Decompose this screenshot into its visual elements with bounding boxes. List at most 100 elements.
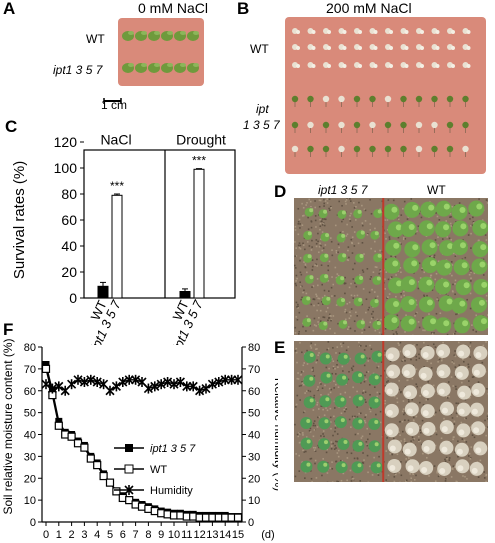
soil-grain bbox=[438, 358, 441, 361]
soil-grain bbox=[457, 341, 460, 344]
soil-grain bbox=[299, 341, 301, 344]
rosette-highlight bbox=[307, 231, 312, 236]
seedling bbox=[338, 95, 345, 103]
soil-grain bbox=[328, 260, 331, 263]
soil-grain bbox=[363, 329, 366, 331]
rosette bbox=[368, 373, 381, 386]
soil-grain bbox=[297, 378, 300, 380]
soil-grain bbox=[299, 259, 301, 262]
soil-grain bbox=[358, 341, 360, 344]
soil-grain bbox=[425, 399, 428, 401]
soil-grain bbox=[362, 452, 364, 454]
marker-open-square bbox=[54, 421, 63, 430]
seedling bbox=[369, 95, 376, 103]
soil-grain bbox=[434, 480, 437, 482]
soil-grain bbox=[436, 471, 438, 474]
soil-grain bbox=[455, 388, 457, 390]
soil-grain bbox=[304, 263, 307, 266]
rosette-highlight bbox=[357, 209, 362, 214]
soil-grain bbox=[323, 289, 326, 292]
soil-grain bbox=[451, 467, 454, 470]
soil-grain bbox=[374, 266, 377, 268]
soil-grain bbox=[301, 224, 304, 227]
soil-grain bbox=[353, 320, 356, 323]
panel-d-mutant-label: ipt1 3 5 7 bbox=[318, 183, 368, 197]
seedling bbox=[322, 145, 330, 153]
soil-grain bbox=[384, 399, 387, 402]
wt-rosette-highlight bbox=[476, 203, 483, 210]
seedling bbox=[462, 145, 469, 153]
rosette-highlight bbox=[359, 253, 364, 258]
dead-leaf bbox=[389, 445, 396, 452]
soil-grain bbox=[345, 383, 347, 385]
soil-grain bbox=[402, 238, 405, 241]
soil-grain bbox=[402, 359, 404, 361]
soil-grain bbox=[301, 296, 303, 299]
wt-rosette-highlight bbox=[480, 244, 487, 251]
dead-leaf bbox=[423, 427, 430, 434]
soil-grain bbox=[397, 342, 400, 345]
rosette-highlight bbox=[376, 321, 381, 326]
dead-leaf bbox=[407, 427, 414, 434]
soil-grain bbox=[452, 385, 454, 387]
soil-grain bbox=[356, 457, 359, 459]
soil-grain bbox=[349, 469, 352, 472]
soil-grain bbox=[375, 266, 378, 269]
soil-grain bbox=[393, 480, 396, 482]
soil-grain bbox=[335, 251, 338, 254]
soil-grain bbox=[404, 419, 406, 421]
soil-grain bbox=[419, 395, 421, 397]
soil-grain bbox=[312, 370, 314, 372]
soil-grain bbox=[311, 481, 313, 482]
dead-leaf bbox=[388, 370, 395, 377]
bleached-leaf bbox=[358, 30, 362, 34]
soil-grain bbox=[314, 424, 317, 427]
seedling bbox=[322, 95, 330, 103]
soil-grain bbox=[386, 437, 388, 439]
soil-grain bbox=[467, 455, 470, 457]
soil-grain bbox=[385, 258, 387, 260]
soil-grain bbox=[310, 347, 313, 349]
rosette-highlight bbox=[374, 375, 379, 380]
soil-grain bbox=[315, 348, 317, 350]
soil-grain bbox=[351, 242, 353, 245]
bleached-leaf bbox=[342, 64, 347, 68]
wt-rosette-highlight bbox=[481, 281, 488, 288]
bleached-leaf bbox=[466, 30, 471, 34]
panel-b-letter: B bbox=[237, 0, 250, 18]
soil-grain bbox=[377, 365, 380, 368]
soil-grain bbox=[431, 289, 434, 291]
soil-grain bbox=[470, 232, 472, 235]
soil-grain bbox=[418, 262, 421, 265]
wt-rosette-highlight bbox=[443, 224, 450, 231]
rosette-highlight bbox=[360, 320, 365, 325]
dead-leaf bbox=[386, 388, 393, 395]
soil-grain bbox=[348, 317, 351, 320]
panel-d-wt-label: WT bbox=[427, 183, 446, 197]
wt-rosette-highlight bbox=[478, 299, 485, 306]
soil-grain bbox=[337, 449, 340, 452]
soil-grain bbox=[485, 341, 487, 343]
soil-grain bbox=[304, 266, 307, 269]
soil-grain bbox=[312, 424, 315, 427]
soil-grain bbox=[376, 318, 379, 321]
soil-grain bbox=[362, 271, 365, 273]
x-tick-label: 2 bbox=[69, 529, 75, 541]
seedling bbox=[384, 145, 392, 153]
soil-grain bbox=[340, 479, 343, 482]
soil-grain bbox=[298, 246, 301, 249]
soil-grain bbox=[345, 311, 348, 314]
soil-grain bbox=[370, 348, 373, 350]
soil-grain bbox=[335, 440, 337, 443]
soil-grain bbox=[419, 401, 421, 404]
rosette-highlight bbox=[374, 398, 379, 403]
soil-grain bbox=[408, 400, 410, 403]
soil-grain bbox=[437, 260, 440, 263]
soil-grain bbox=[404, 331, 406, 333]
rosette bbox=[352, 394, 365, 407]
soil-grain bbox=[373, 291, 376, 293]
soil-grain bbox=[461, 381, 463, 384]
soil-grain bbox=[311, 286, 313, 288]
rosette-highlight bbox=[340, 276, 345, 281]
seedling bbox=[322, 121, 330, 129]
